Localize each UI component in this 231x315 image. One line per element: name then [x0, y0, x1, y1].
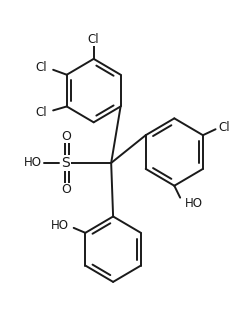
Text: HO: HO [23, 157, 41, 169]
Text: O: O [61, 130, 71, 143]
Text: HO: HO [51, 219, 69, 232]
Text: S: S [61, 156, 70, 170]
Text: Cl: Cl [218, 121, 229, 134]
Text: O: O [61, 183, 71, 196]
Text: Cl: Cl [36, 61, 47, 74]
Text: HO: HO [184, 197, 202, 210]
Text: Cl: Cl [36, 106, 47, 119]
Text: Cl: Cl [88, 32, 99, 46]
